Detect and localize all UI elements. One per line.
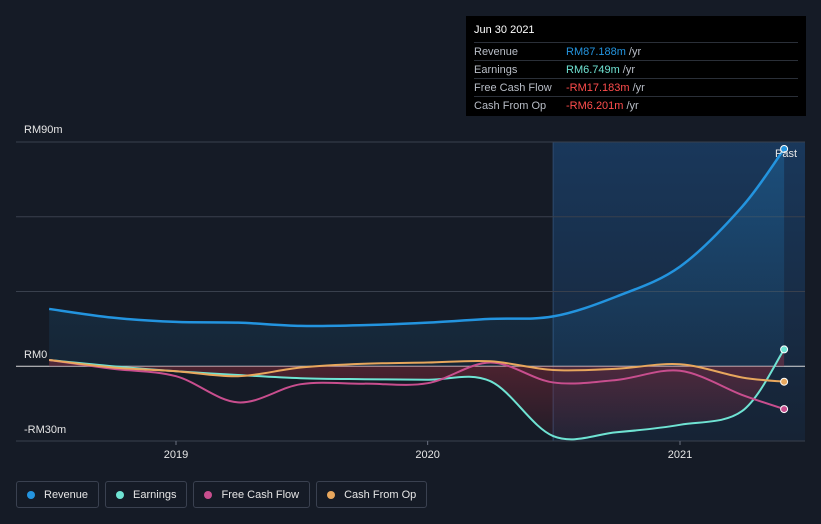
gridlines <box>16 141 805 442</box>
tooltip-row-cash-from-op: Cash From Op -RM6.201m /yr <box>474 96 798 114</box>
cash-from-op-dot-icon <box>327 490 336 499</box>
cash-from-op-endpoint <box>780 377 789 386</box>
tooltip-value: RM6.749m <box>566 63 620 76</box>
revenue-dot-icon <box>27 490 35 499</box>
series-endpoints <box>780 145 789 414</box>
tooltip-unit: /yr <box>626 99 639 112</box>
tooltip-unit: /yr <box>632 81 645 94</box>
tooltip-label: Free Cash Flow <box>474 81 552 94</box>
x-tick-label: 2021 <box>668 449 692 461</box>
revenue-endpoint <box>780 145 789 154</box>
legend-label: Free Cash Flow <box>221 488 300 501</box>
free-cash-flow-line <box>49 359 785 411</box>
legend-label: Earnings <box>133 488 177 501</box>
legend-item-earnings[interactable]: Earnings <box>105 481 188 508</box>
revenue-area-fill <box>49 149 785 367</box>
tooltip-unit: /yr <box>628 45 642 58</box>
free-cash-flow-dot-icon <box>204 490 213 499</box>
x-axis-ticks: 2019 2020 2021 <box>164 441 692 461</box>
tooltip-row-earnings: Earnings RM6.749m /yr <box>474 60 798 78</box>
tooltip-label: Revenue <box>474 45 519 58</box>
tooltip: Jun 30 2021 Revenue RM87.188m /yr Earnin… <box>466 16 806 116</box>
legend-item-cash-from-op[interactable]: Cash From Op <box>316 481 428 508</box>
earnings-endpoint <box>780 345 789 354</box>
tooltip-label: Cash From Op <box>474 99 547 112</box>
legend-item-free-cash-flow[interactable]: Free Cash Flow <box>193 481 311 508</box>
x-tick-label: 2020 <box>415 449 439 461</box>
y-axis-min-label: -RM30m <box>24 424 66 436</box>
tooltip-label: Earnings <box>474 63 518 76</box>
legend-item-revenue[interactable]: Revenue <box>16 481 100 508</box>
tooltip-row-revenue: Revenue RM87.188m /yr <box>474 42 798 60</box>
area-fills <box>49 149 785 440</box>
tooltip-value: -RM6.201m <box>566 99 624 112</box>
tooltip-value: RM87.188m <box>566 45 626 58</box>
past-label: Past <box>775 148 797 160</box>
tooltip-row-free-cash-flow: Free Cash Flow -RM17.183m /yr <box>474 78 798 96</box>
legend-label: Cash From Op <box>344 488 417 501</box>
legend: Revenue Earnings Free Cash Flow Cash Fro… <box>16 481 428 508</box>
tooltip-unit: /yr <box>622 63 636 76</box>
tooltip-value: -RM17.183m <box>566 81 630 94</box>
revenue-line <box>48 148 786 328</box>
earnings-area-fill <box>49 349 785 440</box>
y-axis-zero-label: RM0 <box>24 349 47 361</box>
free-cash-flow-endpoint <box>780 405 789 414</box>
cash-from-op-line <box>49 359 785 383</box>
tooltip-date: Jun 30 2021 <box>474 24 535 36</box>
series-lines <box>48 148 786 441</box>
x-tick-label: 2019 <box>164 449 188 461</box>
legend-label: Revenue <box>44 488 89 501</box>
y-axis-max-label: RM90m <box>24 124 63 136</box>
earnings-dot-icon <box>116 490 125 499</box>
